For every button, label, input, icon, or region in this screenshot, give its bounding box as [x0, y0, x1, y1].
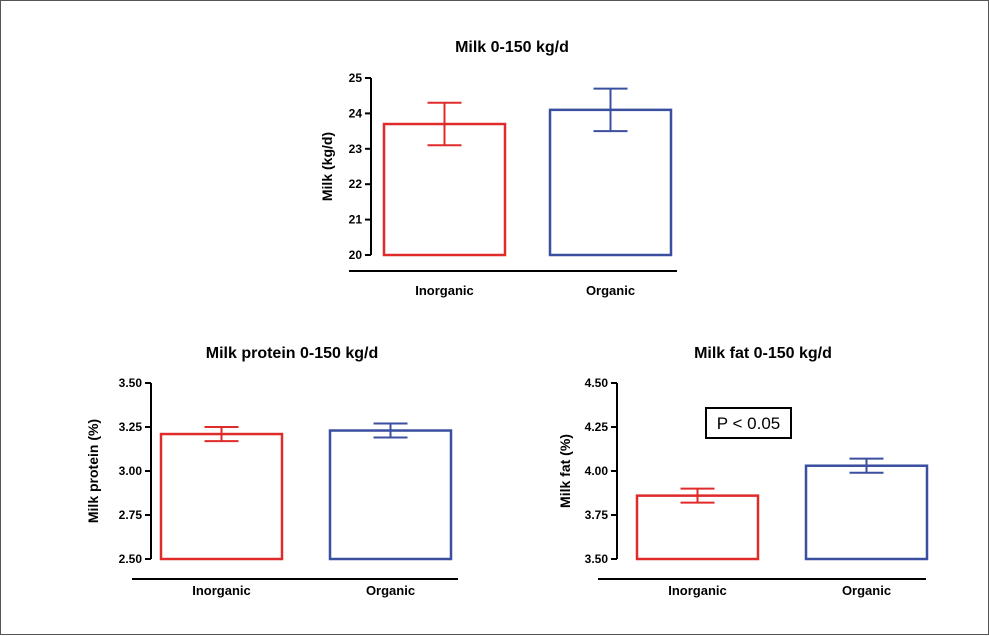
- y-tick-label: 2.75: [119, 508, 143, 522]
- bar: [635, 494, 760, 561]
- y-axis-label: Milk fat (%): [557, 434, 573, 508]
- y-tick-label: 3.50: [585, 552, 609, 566]
- y-tick-label: 3.75: [585, 508, 609, 522]
- y-tick-label: 24: [349, 106, 363, 120]
- category-label: Inorganic: [192, 583, 251, 598]
- category-label: Inorganic: [415, 283, 474, 298]
- chart-panel-1: Milk 0-150 kg/d Milk (kg/d) 20 21 22 23 24 25 In…: [319, 39, 677, 298]
- y-tick-label: 3.50: [119, 376, 143, 390]
- y-tick-label: 3.00: [119, 464, 143, 478]
- bar: [804, 464, 929, 561]
- chart-panel-2: Milk protein 0-150 kg/d Milk protein (%) 2…: [85, 345, 458, 598]
- y-tick-label: 21: [349, 213, 363, 227]
- y-tick-label: 25: [349, 71, 363, 85]
- annotation-box: [705, 407, 792, 439]
- category-label: Organic: [366, 583, 415, 598]
- category-label: Organic: [586, 283, 635, 298]
- y-tick-label: 4.00: [585, 464, 609, 478]
- y-tick-label: 4.25: [585, 420, 609, 434]
- y-tick-label: 4.50: [585, 376, 609, 390]
- y-tick-label: 3.25: [119, 420, 143, 434]
- annotation-text: P < 0.05: [717, 414, 781, 433]
- y-tick-label: 22: [349, 177, 363, 191]
- chart-title: Milk 0-150 kg/d: [455, 39, 569, 56]
- chart-title: Milk protein 0-150 kg/d: [206, 345, 378, 362]
- y-tick-label: 20: [349, 248, 363, 262]
- bar: [328, 429, 453, 561]
- y-tick-label: 2.50: [119, 552, 143, 566]
- chart-title: Milk fat 0-150 kg/d: [694, 345, 832, 362]
- bar: [159, 432, 284, 561]
- chart-panel-3: Milk fat 0-150 kg/d Milk fat (%) 3.50 3.75 4…: [557, 345, 929, 598]
- y-axis-label: Milk protein (%): [85, 419, 101, 523]
- y-axis-label: Milk (kg/d): [319, 132, 335, 201]
- category-label: Organic: [842, 583, 891, 598]
- y-tick-label: 23: [349, 142, 363, 156]
- category-label: Inorganic: [668, 583, 727, 598]
